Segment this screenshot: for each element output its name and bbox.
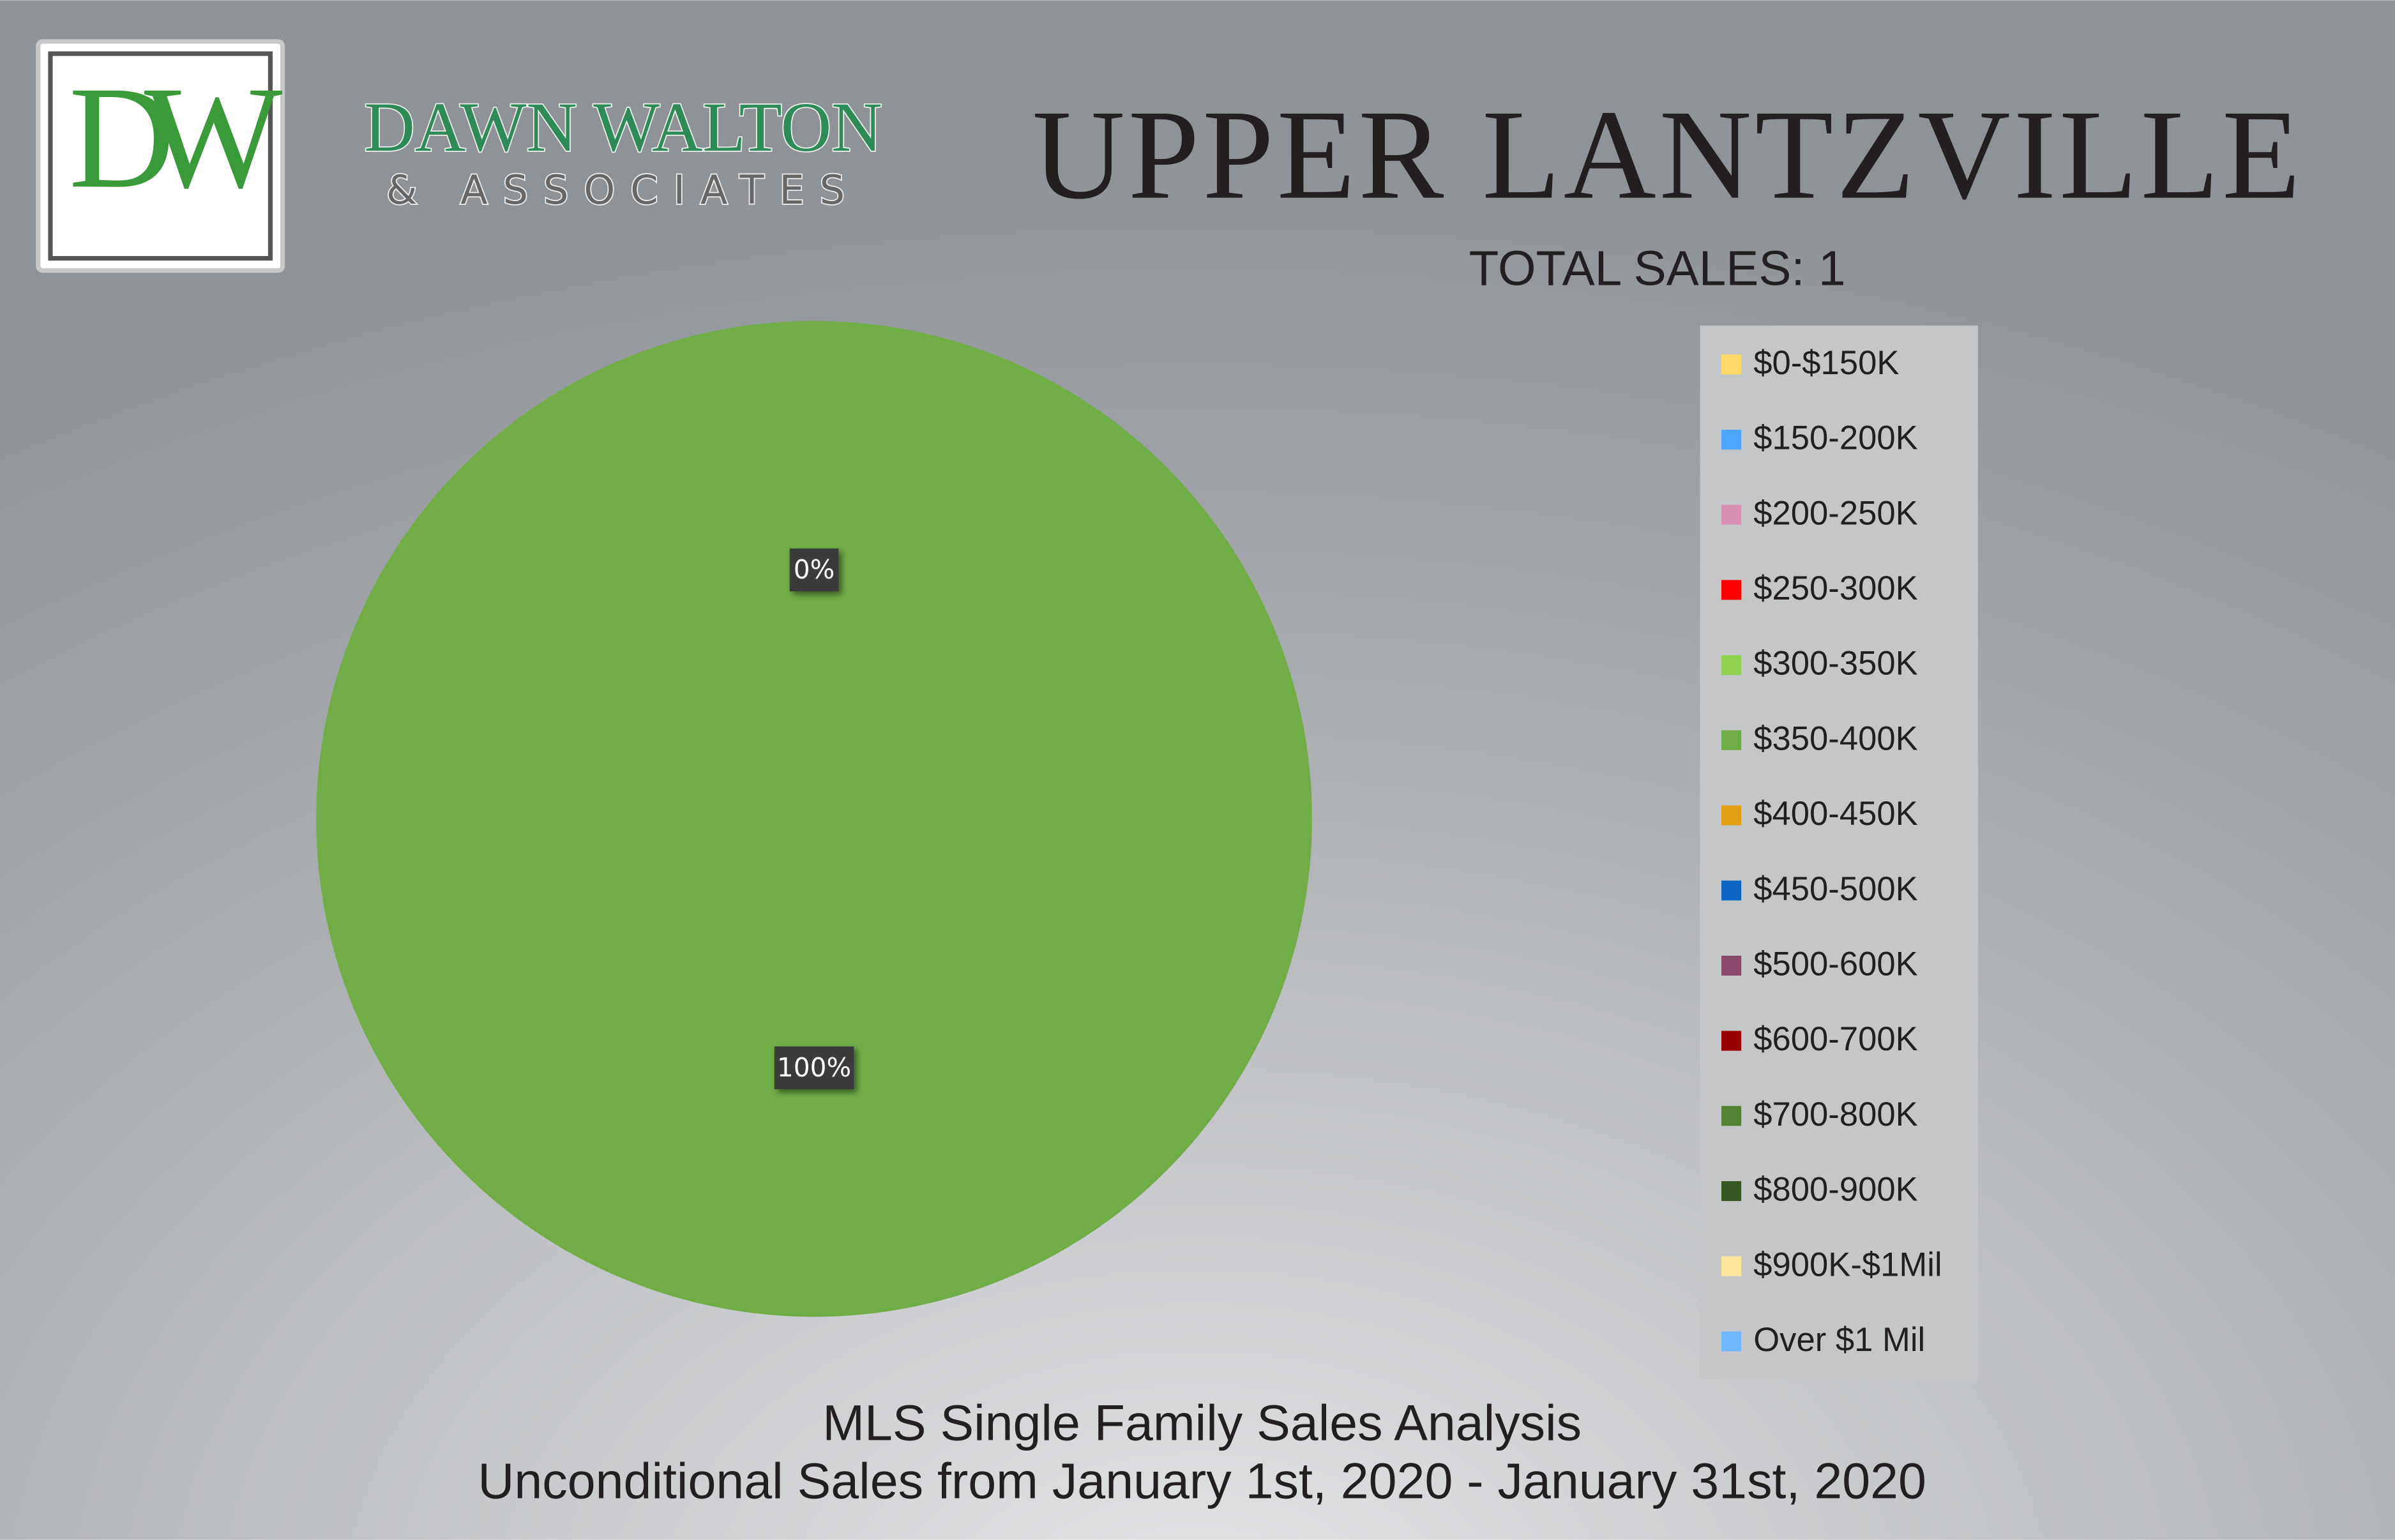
legend-label: $500-600K: [1753, 946, 1917, 983]
data-label-box: [789, 548, 839, 592]
legend-swatch: [1721, 504, 1742, 525]
legend-label: $300-350K: [1753, 645, 1917, 683]
legend-label: $900K-$1Mil: [1753, 1246, 1942, 1283]
pie-slice: [316, 321, 1312, 1317]
legend-label: $150-200K: [1753, 419, 1917, 457]
legend-label: $200-250K: [1753, 494, 1917, 532]
legend-label: $350-400K: [1753, 720, 1917, 757]
legend-box: [1700, 325, 1978, 1380]
legend-swatch: [1721, 430, 1742, 450]
legend-swatch: [1721, 1256, 1742, 1276]
logo-inner-frame: [48, 51, 273, 261]
legend-swatch: [1721, 1106, 1742, 1126]
legend-swatch: [1721, 1331, 1742, 1352]
logo-tagline: & ASSOCIATES: [386, 167, 860, 213]
legend-swatch: [1721, 880, 1742, 901]
legend-swatch: [1721, 655, 1742, 676]
footer-line: Unconditional Sales from January 1st, 20…: [478, 1453, 1926, 1509]
legend-label: $700-800K: [1753, 1096, 1917, 1133]
legend-label: $400-450K: [1753, 795, 1917, 833]
legend-label: $600-700K: [1753, 1020, 1917, 1058]
legend-label: $0-$150K: [1753, 344, 1899, 382]
legend-swatch: [1721, 955, 1742, 976]
chart-subtitle: TOTAL SALES: 1: [1469, 241, 1846, 296]
logo-name: DAWN WALTON: [364, 88, 882, 166]
legend-swatch: [1721, 1030, 1742, 1051]
footer-line: MLS Single Family Sales Analysis: [822, 1395, 1582, 1451]
legend-swatch: [1721, 805, 1742, 826]
legend-swatch: [1721, 580, 1742, 600]
legend-label: $450-500K: [1753, 870, 1917, 908]
logo-frame: [36, 39, 285, 273]
legend-label: Over $1 Mil: [1753, 1321, 1925, 1359]
legend-label: $250-300K: [1753, 570, 1917, 607]
legend-label: $800-900K: [1753, 1171, 1917, 1209]
logo-monogram: DW: [69, 56, 283, 218]
data-label: 100%: [777, 1052, 851, 1083]
legend-swatch: [1721, 730, 1742, 750]
chart-title: UPPER LANTZVILLE: [1032, 84, 2304, 226]
legend-swatch: [1721, 1181, 1742, 1202]
legend-swatch: [1721, 354, 1742, 375]
data-label: 0%: [794, 554, 835, 585]
data-label-box: [774, 1046, 854, 1089]
